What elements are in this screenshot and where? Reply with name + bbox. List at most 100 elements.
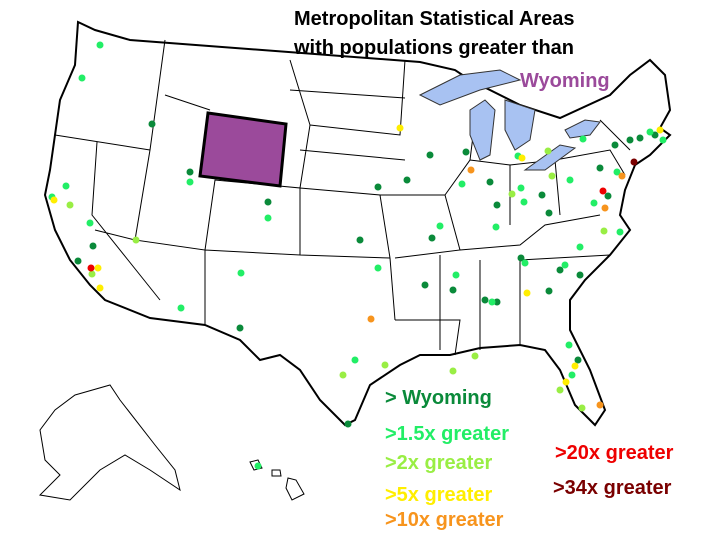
msa-dot [568, 371, 576, 379]
msa-dot [66, 201, 74, 209]
msa-dot [467, 166, 475, 174]
hawaii [249, 459, 305, 501]
lake-ontario [564, 119, 601, 139]
msa-dot [148, 120, 156, 128]
msa-dot [458, 180, 466, 188]
msa-dot [403, 176, 411, 184]
msa-dot [449, 286, 457, 294]
msa-dot [367, 315, 375, 323]
msa-dot [600, 227, 608, 235]
msa-dot [556, 266, 564, 274]
msa-dot [636, 134, 644, 142]
msa-dot [616, 228, 624, 236]
msa-dot [421, 281, 429, 289]
msa-dot [576, 271, 584, 279]
msa-dot [523, 289, 531, 297]
msa-dot [88, 270, 96, 278]
msa-dot [517, 254, 525, 262]
msa-dot [618, 172, 626, 180]
msa-dot [571, 362, 579, 370]
msa-dot [590, 199, 598, 207]
msa-dot [561, 261, 569, 269]
msa-dot [604, 192, 612, 200]
msa-dot [574, 356, 582, 364]
msa-dot [538, 191, 546, 199]
msa-dot [471, 352, 479, 360]
legend-label: > Wyoming [385, 387, 492, 409]
msa-dot [50, 196, 58, 204]
msa-dot [186, 178, 194, 186]
msa-dot [74, 257, 82, 265]
msa-dot [254, 462, 262, 470]
legend-label: >10x greater [385, 509, 504, 531]
msa-dot [264, 214, 272, 222]
msa-dot [428, 234, 436, 242]
title-line: Metropolitan Statistical Areas [294, 8, 574, 30]
msa-dot [493, 201, 501, 209]
msa-dot [545, 209, 553, 217]
msa-dot [177, 304, 185, 312]
msa-dot [492, 223, 500, 231]
msa-dot [339, 371, 347, 379]
msa-dot [236, 324, 244, 332]
msa-dot [449, 367, 457, 375]
msa-dot [548, 172, 556, 180]
msa-dot [462, 148, 470, 156]
msa-dot [78, 74, 86, 82]
msa-dot [351, 356, 359, 364]
msa-dot [344, 420, 352, 428]
msa-dot [599, 187, 607, 195]
msa-dot [94, 264, 102, 272]
msa-dot [613, 168, 621, 176]
msa-dot [517, 184, 525, 192]
msa-dot [381, 361, 389, 369]
msa-dot [601, 204, 609, 212]
msa-dot [493, 298, 501, 306]
msa-dot [565, 341, 573, 349]
msa-dot [452, 271, 460, 279]
msa-dot [626, 136, 634, 144]
msa-dot [396, 124, 404, 132]
msa-dot [87, 264, 95, 272]
msa-dot [374, 264, 382, 272]
msa-dot [426, 151, 434, 159]
msa-dot [237, 269, 245, 277]
msa-dot [356, 236, 364, 244]
msa-dot [659, 136, 667, 144]
msa-dot [556, 386, 564, 394]
msa-dot [89, 242, 97, 250]
msa-dot [545, 287, 553, 295]
msa-dot [518, 154, 526, 162]
msa-dot [96, 284, 104, 292]
msa-dot [630, 158, 638, 166]
msa-dot [566, 176, 574, 184]
msa-points [48, 41, 667, 470]
msa-dot [486, 178, 494, 186]
msa-dot [521, 259, 529, 267]
msa-dot [132, 236, 140, 244]
msa-dot [576, 243, 584, 251]
legend-label: >1.5x greater [385, 423, 509, 445]
msa-dot [481, 296, 489, 304]
msa-dot [656, 126, 664, 134]
msa-dot [508, 190, 516, 198]
msa-dot [96, 41, 104, 49]
highlight-label: Wyoming [520, 70, 610, 92]
legend-label: >20x greater [555, 442, 674, 464]
lake-superior [418, 69, 522, 106]
msa-dot [374, 183, 382, 191]
msa-dot [578, 404, 586, 412]
lake-michigan [469, 99, 496, 161]
msa-dot [646, 128, 654, 136]
alaska [38, 384, 181, 501]
msa-dot [62, 182, 70, 190]
msa-dot [488, 298, 496, 306]
msa-dot [562, 378, 570, 386]
msa-dot [264, 198, 272, 206]
base-map [38, 20, 672, 501]
msa-dot [596, 164, 604, 172]
legend-label: >5x greater [385, 484, 493, 506]
legend-label: >2x greater [385, 452, 493, 474]
legend-label: >34x greater [553, 477, 672, 499]
